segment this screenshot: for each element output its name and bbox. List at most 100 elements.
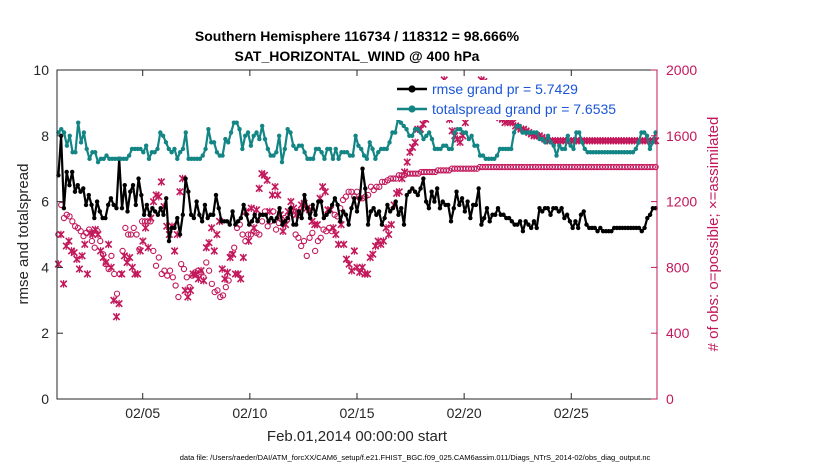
obs-assimilated-marker [157,178,166,186]
obs-assimilated-marker [78,252,86,260]
totalspread-point [543,140,548,145]
totalspread-point [285,127,290,132]
obs-possible-marker [245,231,252,238]
rmse-point [537,205,542,211]
totalspread-point [158,130,163,135]
y-right-tick-label: 800 [666,259,690,275]
obs-possible-marker [172,282,179,289]
totalspread-point [421,136,426,142]
rmse-point [266,219,271,224]
rmse-point [562,215,567,221]
obs-possible-marker [376,183,383,190]
obs-assimilated-marker [384,230,393,239]
rmse-point [647,212,653,217]
rmse-point [338,219,343,224]
obs-assimilated-marker [120,252,129,260]
rmse-point [78,189,83,194]
totalspread-point [565,133,571,138]
rmse-point [180,212,186,217]
rmse-point [404,192,409,198]
obs-possible-marker [166,267,174,274]
rmse-point [302,192,307,198]
rmse-point [97,209,103,214]
obs-possible-marker [152,262,160,269]
rmse-point [61,205,67,211]
obs-assimilated-marker [456,138,464,147]
totalspread-point [548,140,554,145]
rmse-point [249,219,255,224]
obs-assimilated-marker [199,276,208,285]
totalspread-point [458,127,463,132]
rmse-point [235,219,241,224]
obs-assimilated-marker [247,204,256,212]
totalspread-point [401,123,406,129]
obs-assimilated-marker [461,118,470,127]
totalspread-point [124,156,129,162]
y-left-tick-label: 8 [41,128,49,144]
obs-assimilated-marker [136,247,145,255]
rmse-point [105,202,111,208]
rmse-point [318,199,324,204]
rmse-point [103,215,108,221]
totalspread-point [101,156,106,162]
totalspread-point [540,136,545,142]
rmse-point [645,215,650,221]
totalspread-point [251,133,256,138]
totalspread-point [475,143,480,148]
rmse-point [263,212,268,217]
rmse-point [354,209,360,214]
obs-assimilated-marker [345,260,353,268]
x-axis-label: Feb.01,2014 00:00:00 start [267,428,448,445]
rmse-point [194,199,199,204]
obs-possible-marker [311,247,319,255]
rmse-point [108,196,114,201]
rmse-point [592,225,597,231]
legend-rmse-text: rmse grand pr = 5.7429 [432,81,578,97]
x-tick-label: 02/10 [232,405,267,421]
obs-possible-marker [412,170,419,177]
rmse-point [241,202,246,208]
obs-possible-marker [214,287,221,294]
rmse-point [310,202,315,208]
totalspread-point [398,120,404,125]
rmse-point [224,219,230,224]
rmse-point [581,209,586,214]
totalspread-point [220,153,225,158]
rmse-point [139,192,144,198]
totalspread-point [180,146,186,152]
rmse-point [299,215,304,221]
totalspread-point [155,146,160,152]
obs-possible-marker [443,167,450,174]
obs-possible-marker [91,244,98,251]
obs-assimilated-marker [80,240,89,249]
obs-assimilated-marker [197,266,205,275]
rmse-point [67,182,72,188]
rmse-point [86,192,91,198]
obs-possible-marker [373,183,380,190]
totalspread-point [73,150,78,155]
totalspread-point [126,153,132,158]
obs-possible-marker [108,252,115,260]
totalspread-point [359,146,364,152]
rmse-point [111,202,116,208]
rmse-point [528,225,534,231]
obs-assimilated-marker [112,312,121,321]
rmse-point [114,205,119,211]
rmse-point [233,222,238,227]
rmse-point [573,219,578,224]
totalspread-point [327,146,333,152]
obs-possible-marker [272,226,280,233]
rmse-point [313,212,318,217]
totalspread-point [376,150,381,155]
obs-possible-marker [303,252,310,260]
rmse-point [296,209,302,214]
obs-assimilated-marker [107,263,115,272]
obs-assimilated-marker [236,275,245,283]
totalspread-point [579,140,585,145]
rmse-point [446,202,451,208]
totalspread-point [288,130,293,135]
rmse-point [526,222,531,227]
totalspread-point [299,143,305,148]
rmse-point [199,219,205,224]
obs-possible-marker [66,213,73,220]
